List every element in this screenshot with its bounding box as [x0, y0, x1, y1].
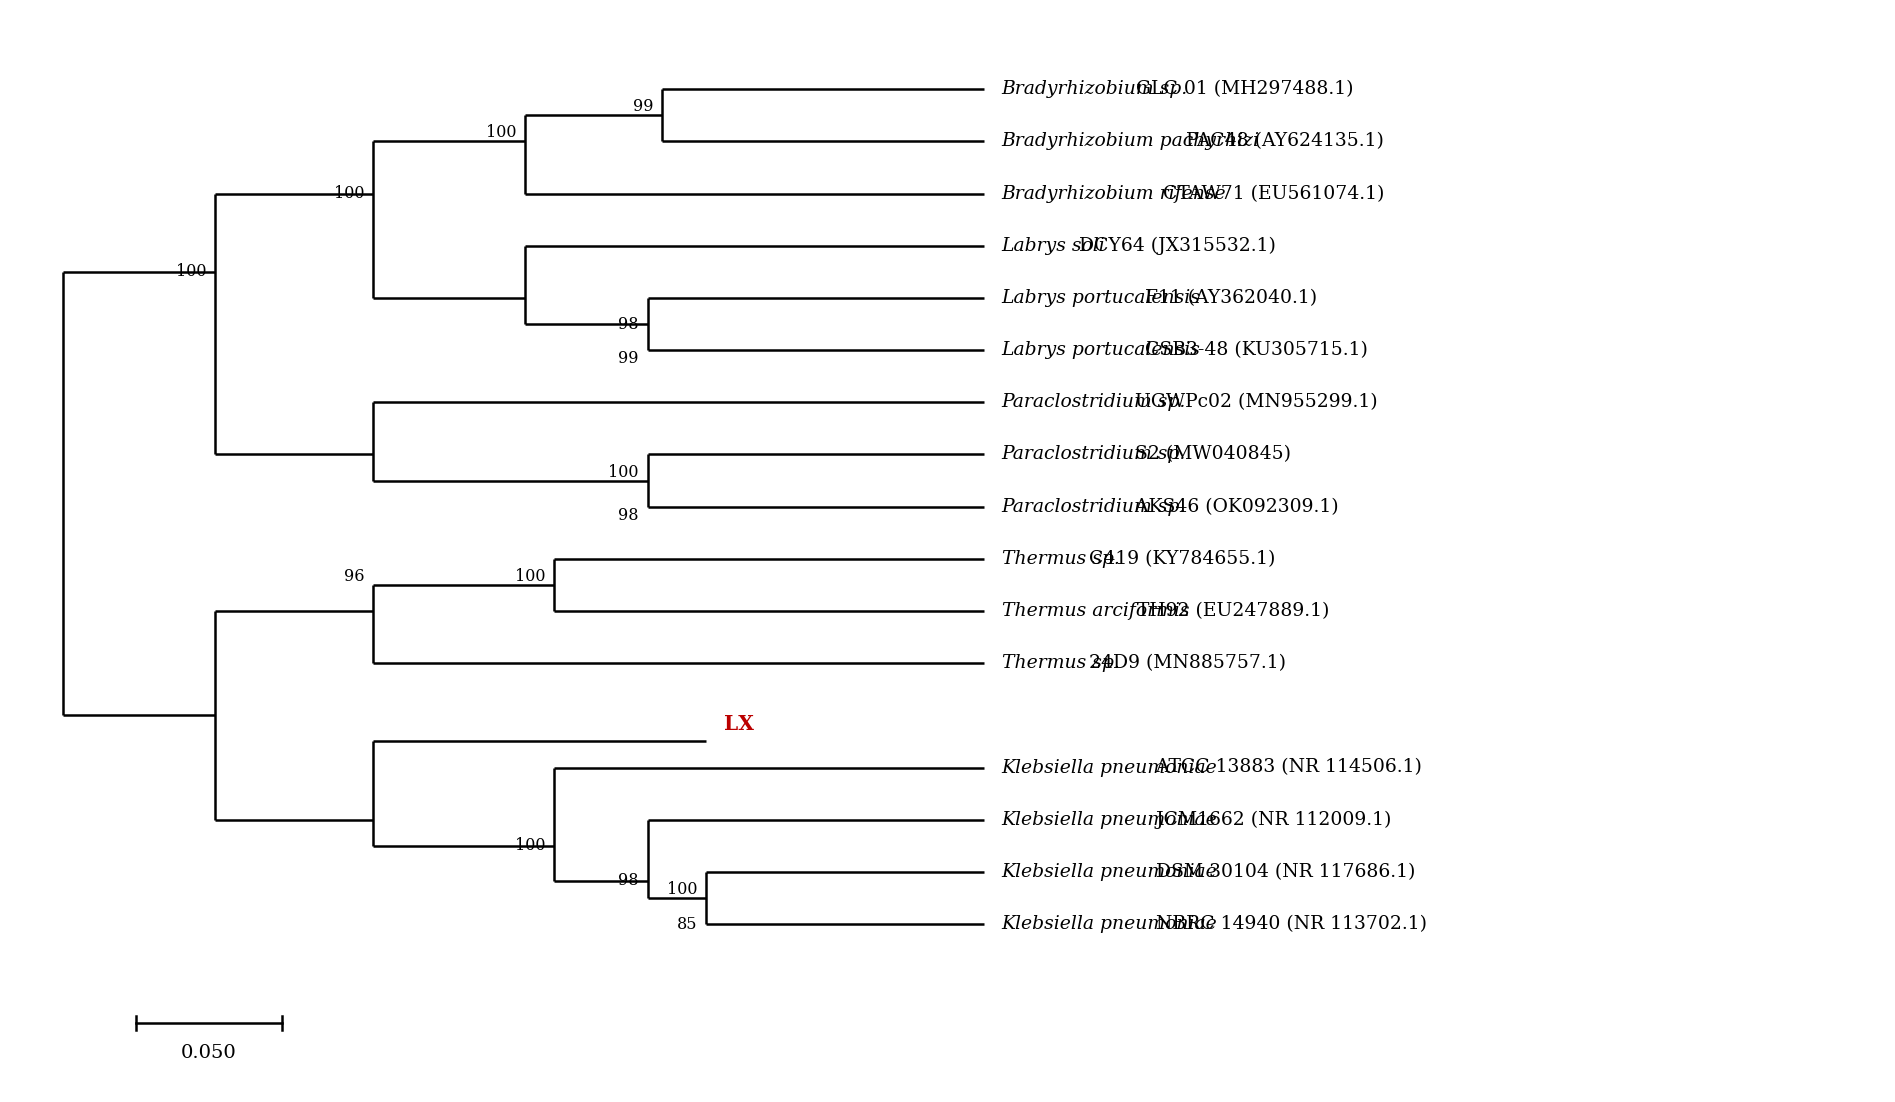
Text: JCM1662 (NR 112009.1): JCM1662 (NR 112009.1) [1150, 811, 1391, 829]
Text: DSM 30104 (NR 117686.1): DSM 30104 (NR 117686.1) [1150, 863, 1416, 880]
Text: NBRC 14940 (NR 113702.1): NBRC 14940 (NR 113702.1) [1150, 915, 1427, 933]
Text: Bradyrhizobium sp.: Bradyrhizobium sp. [1002, 80, 1188, 98]
Text: ATCC 13883 (NR 114506.1): ATCC 13883 (NR 114506.1) [1150, 758, 1423, 777]
Text: DCY64 (JX315532.1): DCY64 (JX315532.1) [1073, 237, 1275, 255]
Text: LX: LX [724, 714, 754, 734]
Text: 98: 98 [618, 507, 639, 523]
Text: 99: 99 [618, 350, 639, 367]
Text: 100: 100 [608, 464, 639, 480]
Text: Bradyrhizobium pachyrhizi: Bradyrhizobium pachyrhizi [1002, 132, 1260, 151]
Text: TH92 (EU247889.1): TH92 (EU247889.1) [1131, 602, 1330, 620]
Text: F11 (AY362040.1): F11 (AY362040.1) [1139, 289, 1317, 307]
Text: AKS46 (OK092309.1): AKS46 (OK092309.1) [1129, 498, 1338, 516]
Text: 100: 100 [515, 568, 546, 585]
Text: 99: 99 [633, 98, 654, 116]
Text: Paraclostridium sp.: Paraclostridium sp. [1002, 445, 1186, 464]
Text: Bradyrhizobium rifense: Bradyrhizobium rifense [1002, 185, 1226, 203]
Text: Labrys portucalensis: Labrys portucalensis [1002, 289, 1200, 307]
Text: 24D9 (MN885757.1): 24D9 (MN885757.1) [1082, 655, 1287, 672]
Text: 100: 100 [485, 125, 515, 141]
Text: 100: 100 [667, 880, 697, 898]
Text: Labrys portucalensis: Labrys portucalensis [1002, 342, 1200, 359]
Text: 85: 85 [677, 916, 697, 932]
Text: PAC48 (AY624135.1): PAC48 (AY624135.1) [1179, 132, 1383, 151]
Text: Paraclostridium sp.: Paraclostridium sp. [1002, 393, 1186, 411]
Text: 98: 98 [618, 872, 639, 889]
Text: CSB3-48 (KU305715.1): CSB3-48 (KU305715.1) [1139, 342, 1368, 359]
Text: Klebsiella pneumoniae: Klebsiella pneumoniae [1002, 758, 1217, 777]
Text: 100: 100 [515, 838, 546, 854]
Text: UGWPc02 (MN955299.1): UGWPc02 (MN955299.1) [1129, 393, 1378, 411]
Text: Paraclostridium sp.: Paraclostridium sp. [1002, 498, 1186, 516]
Text: 100: 100 [176, 263, 207, 280]
Text: Thermus sp.: Thermus sp. [1002, 550, 1120, 568]
Text: GLC 01 (MH297488.1): GLC 01 (MH297488.1) [1129, 80, 1353, 98]
Text: S2 (MW040845): S2 (MW040845) [1129, 445, 1290, 464]
Text: 98: 98 [618, 315, 639, 333]
Text: 100: 100 [334, 185, 364, 202]
Text: 0.050: 0.050 [182, 1044, 237, 1062]
Text: 96: 96 [343, 568, 364, 585]
Text: Klebsiella pneumoniae: Klebsiella pneumoniae [1002, 915, 1217, 933]
Text: CTAW71 (EU561074.1): CTAW71 (EU561074.1) [1156, 185, 1383, 203]
Text: Labrys soli: Labrys soli [1002, 237, 1105, 255]
Text: C419 (KY784655.1): C419 (KY784655.1) [1082, 550, 1275, 568]
Text: Thermus arciformis: Thermus arciformis [1002, 602, 1188, 620]
Text: Thermus sp.: Thermus sp. [1002, 655, 1120, 672]
Text: Klebsiella pneumoniae: Klebsiella pneumoniae [1002, 811, 1217, 829]
Text: Klebsiella pneumoniae: Klebsiella pneumoniae [1002, 863, 1217, 880]
